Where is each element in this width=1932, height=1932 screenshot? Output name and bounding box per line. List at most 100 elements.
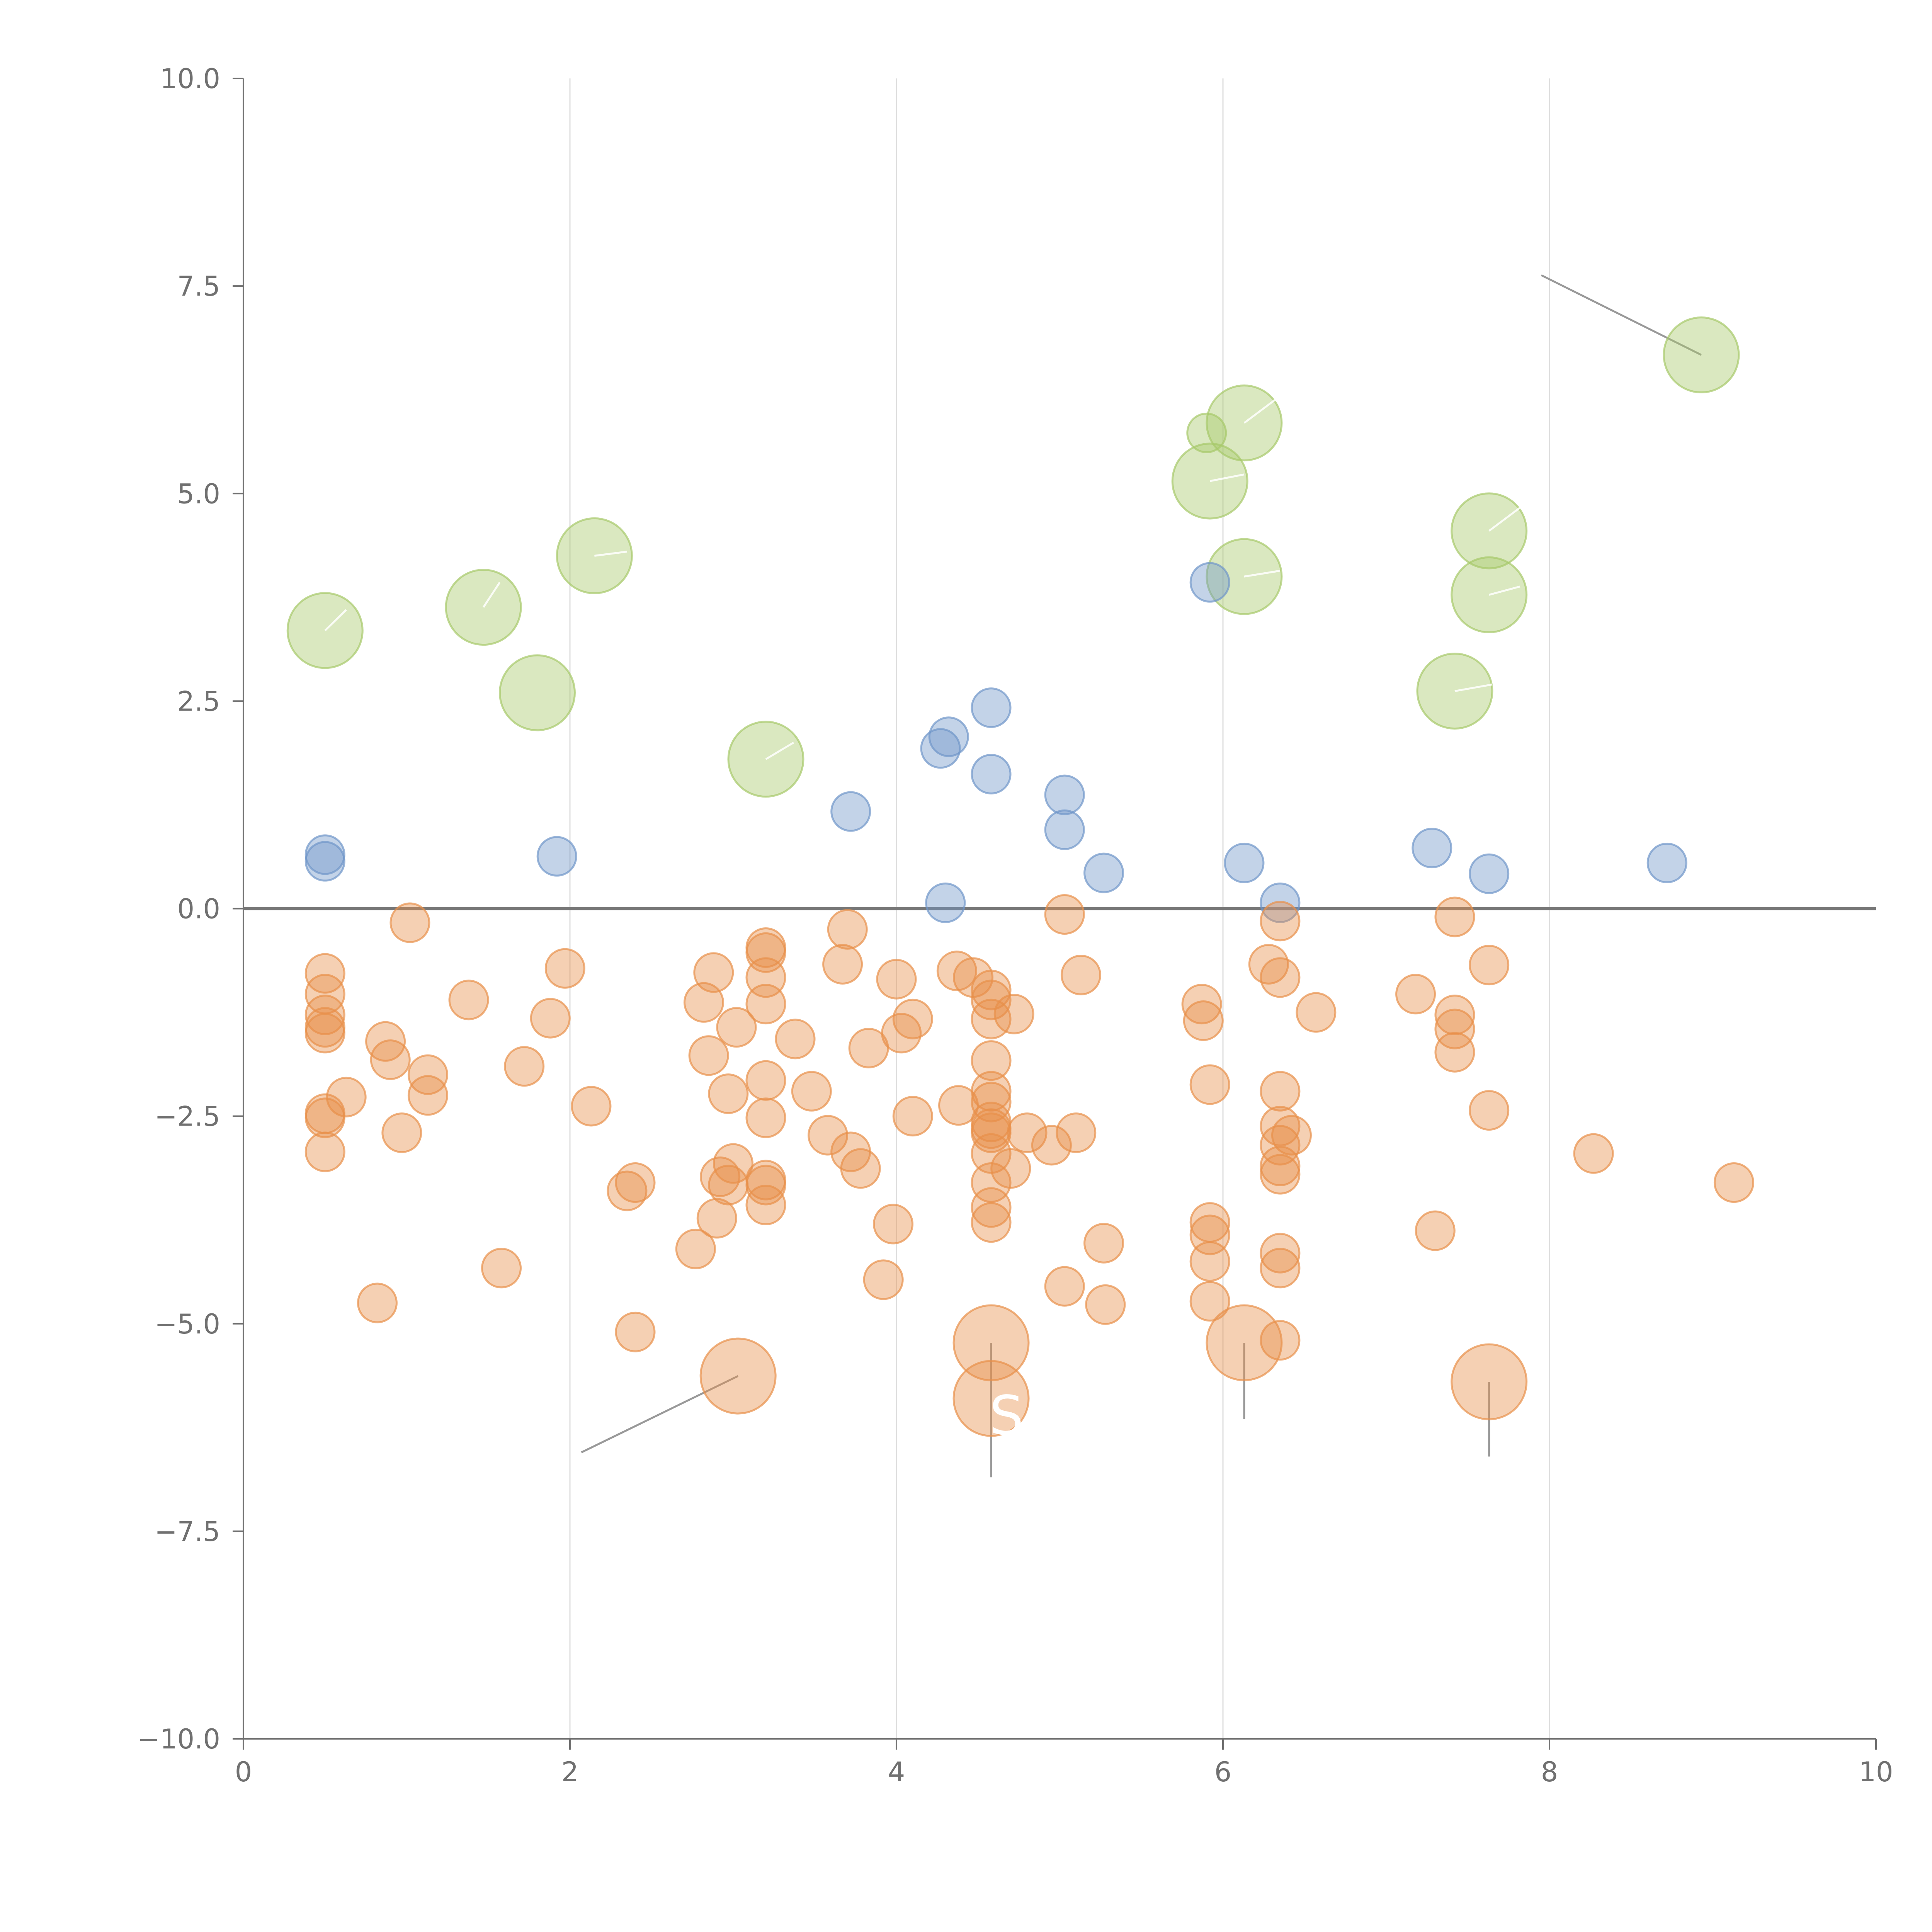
orange-small-point <box>1056 1112 1097 1153</box>
orange-small-point <box>791 1071 832 1112</box>
orange-small-point <box>990 1148 1031 1189</box>
orange-small-point <box>971 1071 1012 1112</box>
orange-small-point <box>892 1096 933 1137</box>
orange-small-point <box>1260 1146 1301 1187</box>
orange-small-point <box>1415 1210 1456 1251</box>
blue-small-point <box>536 836 577 877</box>
tick-labels: 0 2 4 6 8 10 −10.0 −7.5 −5.0 −2.5 0.0 2.5 5.0 7.5 10.0 <box>137 63 1893 1788</box>
orange-small-point <box>1183 1000 1224 1041</box>
orange-small-point <box>1181 984 1222 1025</box>
orange-small-point <box>1296 992 1337 1033</box>
y-tick-label: 10.0 <box>160 63 220 95</box>
y-tick-label: 7.5 <box>177 270 220 302</box>
white-leader-line <box>1243 399 1276 424</box>
white-leader-line <box>324 609 347 631</box>
orange-small-point <box>716 1007 757 1048</box>
orange-small-point <box>304 953 345 994</box>
orange-small-point <box>745 1097 786 1138</box>
orange-small-point <box>1044 894 1085 935</box>
green-large-point <box>1663 316 1740 393</box>
orange-small-point <box>407 1075 448 1116</box>
orange-small-point <box>822 944 863 985</box>
orange-small-point <box>1434 896 1475 937</box>
leader-line <box>1541 274 1702 356</box>
orange-small-point <box>304 1097 345 1138</box>
orange-small-point <box>326 1077 367 1117</box>
orange-small-point <box>304 995 345 1036</box>
orange-small-point <box>1260 1248 1301 1289</box>
orange-small-point <box>1260 957 1301 998</box>
blue-small-point <box>1412 828 1452 869</box>
orange-small-point <box>1260 1071 1301 1112</box>
orange-small-point <box>1248 944 1289 985</box>
orange-small-point <box>1434 995 1475 1036</box>
x-tick-label: 0 <box>235 1756 252 1788</box>
orange-small-point <box>407 1054 448 1095</box>
orange-small-point <box>693 952 734 993</box>
orange-small-point <box>881 1013 922 1054</box>
orange-small-point <box>1060 954 1101 995</box>
orange-small-point <box>745 984 786 1025</box>
blue-small-point <box>971 687 1012 728</box>
orange-small-point <box>1031 1125 1072 1166</box>
y-tick-label: 2.5 <box>177 685 220 717</box>
orange-small-point <box>713 1143 753 1184</box>
orange-small-point <box>1260 1154 1301 1195</box>
orange-small-point <box>971 1040 1012 1081</box>
orange-small-point <box>1434 1032 1475 1073</box>
orange-small-point <box>1044 1266 1085 1307</box>
orange-small-point <box>357 1282 398 1323</box>
orange-small-point <box>1189 1241 1230 1282</box>
white-leader-line <box>1488 507 1521 532</box>
orange-small-point <box>827 909 868 950</box>
blue-small-point <box>830 791 871 832</box>
orange-small-point <box>971 1187 1012 1228</box>
orange-small-point <box>304 1131 345 1172</box>
orange-small-point <box>936 951 977 992</box>
blue-small-point <box>1189 562 1230 603</box>
orange-small-point <box>775 1019 816 1060</box>
orange-small-point <box>304 1013 345 1054</box>
orange-small-point <box>1434 1009 1475 1049</box>
orange-large-point <box>699 1337 777 1415</box>
blue-small-point <box>1469 853 1510 894</box>
white-leader-line <box>1489 585 1520 596</box>
orange-small-point <box>1469 945 1510 986</box>
x-tick-label: 2 <box>561 1756 579 1788</box>
orange-small-point <box>971 1112 1012 1153</box>
green-large-point <box>499 654 576 731</box>
orange-small-point <box>370 1039 411 1080</box>
orange-small-point <box>993 993 1034 1034</box>
orange-small-point <box>745 932 786 973</box>
orange-small-point <box>481 1248 522 1289</box>
orange-small-point <box>876 959 917 1000</box>
orange-small-point <box>1007 1112 1048 1153</box>
orange-small-point <box>745 1060 786 1101</box>
leader-line <box>581 1375 739 1454</box>
blue-small-point <box>1224 842 1265 883</box>
orange-small-point <box>708 1073 749 1114</box>
blue-small-point <box>304 841 345 882</box>
orange-small-point <box>1395 974 1436 1015</box>
orange-small-point <box>389 902 430 943</box>
white-leader-line <box>482 582 501 608</box>
orange-small-point <box>1189 1064 1230 1105</box>
orange-small-point <box>1260 901 1301 942</box>
y-tick-label: −10.0 <box>137 1723 220 1755</box>
blue-small-point <box>928 716 969 757</box>
orange-small-point <box>1271 1115 1312 1156</box>
orange-small-point <box>381 1112 422 1153</box>
orange-small-point <box>571 1086 612 1127</box>
x-tick-label: 8 <box>1541 1756 1558 1788</box>
x-tick-label: 10 <box>1859 1756 1893 1788</box>
orange-small-point <box>675 1228 716 1269</box>
orange-small-point <box>615 1162 656 1203</box>
orange-large-point <box>1206 1304 1283 1381</box>
y-tick-label: −7.5 <box>155 1516 220 1548</box>
orange-large-point <box>1451 1343 1528 1420</box>
orange-small-point <box>892 998 933 1039</box>
orange-small-point <box>544 948 585 989</box>
orange-small-point <box>1260 1320 1301 1361</box>
